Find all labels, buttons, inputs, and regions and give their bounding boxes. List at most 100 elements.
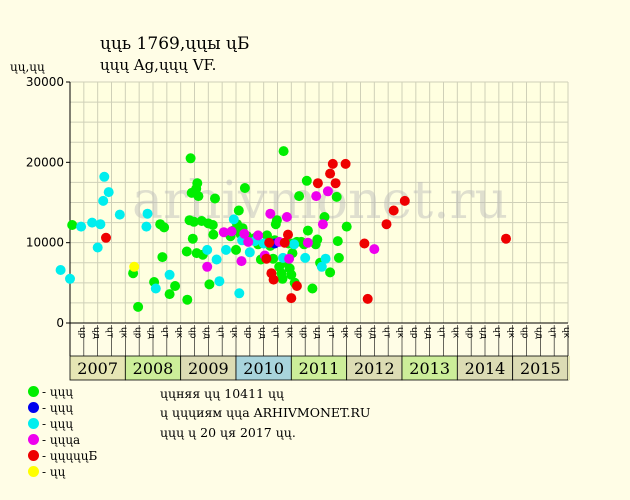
data-point bbox=[210, 193, 220, 204]
data-point bbox=[286, 293, 297, 304]
chart-title: ųųь 1769,ųųы ųБ bbox=[100, 34, 250, 54]
data-point bbox=[95, 219, 106, 230]
chart-subtitle: ųųų Ag,ųųų VF. bbox=[100, 56, 217, 74]
year-label: 2007 bbox=[77, 359, 118, 378]
legend-dot bbox=[28, 450, 39, 461]
data-point bbox=[312, 234, 323, 245]
quarter-label: ųт bbox=[215, 327, 225, 338]
year-band bbox=[290, 355, 348, 381]
data-point bbox=[218, 227, 229, 238]
data-point bbox=[244, 247, 255, 258]
year-band bbox=[456, 355, 514, 381]
data-point bbox=[279, 237, 290, 248]
data-point bbox=[300, 252, 311, 263]
data-point bbox=[133, 301, 144, 312]
year-band bbox=[180, 355, 237, 381]
quarter-label: ųк bbox=[395, 327, 405, 339]
legend-dot bbox=[28, 466, 39, 477]
data-point bbox=[281, 212, 292, 222]
quarter-label: ųк bbox=[340, 327, 350, 339]
data-point bbox=[331, 191, 342, 202]
data-point bbox=[207, 220, 218, 230]
quarter-label: ųд bbox=[478, 327, 488, 339]
year-label: 2014 bbox=[465, 359, 506, 378]
legend-label: - ųųų bbox=[42, 401, 74, 415]
data-point bbox=[193, 191, 204, 202]
quarter-label: ųт bbox=[105, 327, 115, 338]
quarter-label: ųр bbox=[188, 327, 198, 339]
data-point bbox=[327, 158, 338, 169]
data-point bbox=[312, 178, 323, 189]
data-point bbox=[65, 273, 75, 284]
data-points bbox=[55, 146, 511, 312]
data-point bbox=[55, 265, 66, 275]
data-point bbox=[289, 239, 300, 250]
legend-dot bbox=[28, 386, 39, 397]
data-point bbox=[332, 236, 343, 247]
year-band bbox=[401, 355, 458, 381]
legend-label: - ųųųųųБ bbox=[42, 449, 98, 463]
data-point bbox=[182, 294, 193, 305]
quarter-label: ųр bbox=[409, 327, 419, 339]
data-point bbox=[325, 267, 336, 278]
data-point bbox=[341, 221, 352, 232]
data-point bbox=[302, 225, 313, 236]
data-point bbox=[164, 289, 175, 300]
legend-label: - ųųų bbox=[42, 417, 74, 431]
data-point bbox=[301, 175, 312, 186]
legend-item: - ųųųа bbox=[28, 433, 80, 447]
quarter-label: ųт bbox=[381, 327, 391, 338]
year-label: 2010 bbox=[243, 359, 284, 378]
data-point bbox=[277, 273, 288, 284]
data-point bbox=[234, 288, 245, 299]
data-point bbox=[150, 283, 161, 294]
data-point bbox=[103, 187, 114, 198]
y-tick-label: 20000 bbox=[26, 155, 64, 169]
quarter-label: ųк bbox=[506, 327, 516, 339]
data-point bbox=[333, 252, 344, 263]
year-label: 2009 bbox=[188, 359, 229, 378]
legend-dot bbox=[28, 402, 39, 413]
data-point bbox=[291, 281, 302, 291]
data-point bbox=[261, 253, 272, 264]
quarter-label: ųк bbox=[450, 327, 460, 339]
data-point bbox=[266, 268, 277, 279]
legend-item: - ųųų bbox=[28, 401, 73, 415]
data-point bbox=[214, 276, 225, 287]
data-point bbox=[311, 191, 322, 202]
legend-item: - ųųų bbox=[28, 385, 73, 399]
data-point bbox=[226, 226, 237, 237]
quarter-label: ųр bbox=[520, 327, 530, 339]
quarter-label: ųк bbox=[561, 327, 571, 339]
data-point bbox=[399, 195, 410, 206]
legend-item: - ųųų bbox=[28, 417, 73, 431]
data-point bbox=[264, 237, 275, 248]
data-point bbox=[202, 244, 213, 255]
quarter-label: ųр bbox=[464, 327, 474, 339]
quarter-label: ųт bbox=[437, 327, 447, 338]
data-point bbox=[87, 217, 98, 228]
data-point bbox=[142, 208, 153, 219]
year-label: 2011 bbox=[299, 359, 340, 378]
y-axis: 0 10000 20000 30000 bbox=[26, 75, 568, 356]
quarter-label: ųк bbox=[118, 327, 128, 339]
data-point bbox=[388, 205, 399, 216]
y-tick-label: 30000 bbox=[26, 75, 64, 89]
year-band bbox=[69, 355, 126, 381]
data-point bbox=[188, 216, 199, 227]
quarter-label: ųд bbox=[201, 327, 211, 339]
data-point bbox=[381, 219, 392, 230]
quarter-label: ųд bbox=[91, 327, 101, 339]
quarter-label: ųр bbox=[243, 327, 253, 339]
legend-item: - ųųųųųБ bbox=[28, 449, 97, 463]
data-point bbox=[302, 237, 313, 248]
data-point bbox=[362, 293, 373, 304]
quarter-label: ųт bbox=[547, 327, 557, 338]
data-point bbox=[284, 253, 295, 264]
quarter-label: ųр bbox=[77, 327, 87, 339]
data-point bbox=[359, 238, 370, 249]
data-point bbox=[239, 228, 250, 239]
data-point bbox=[99, 171, 110, 182]
legend-item: - ųų bbox=[28, 465, 65, 479]
